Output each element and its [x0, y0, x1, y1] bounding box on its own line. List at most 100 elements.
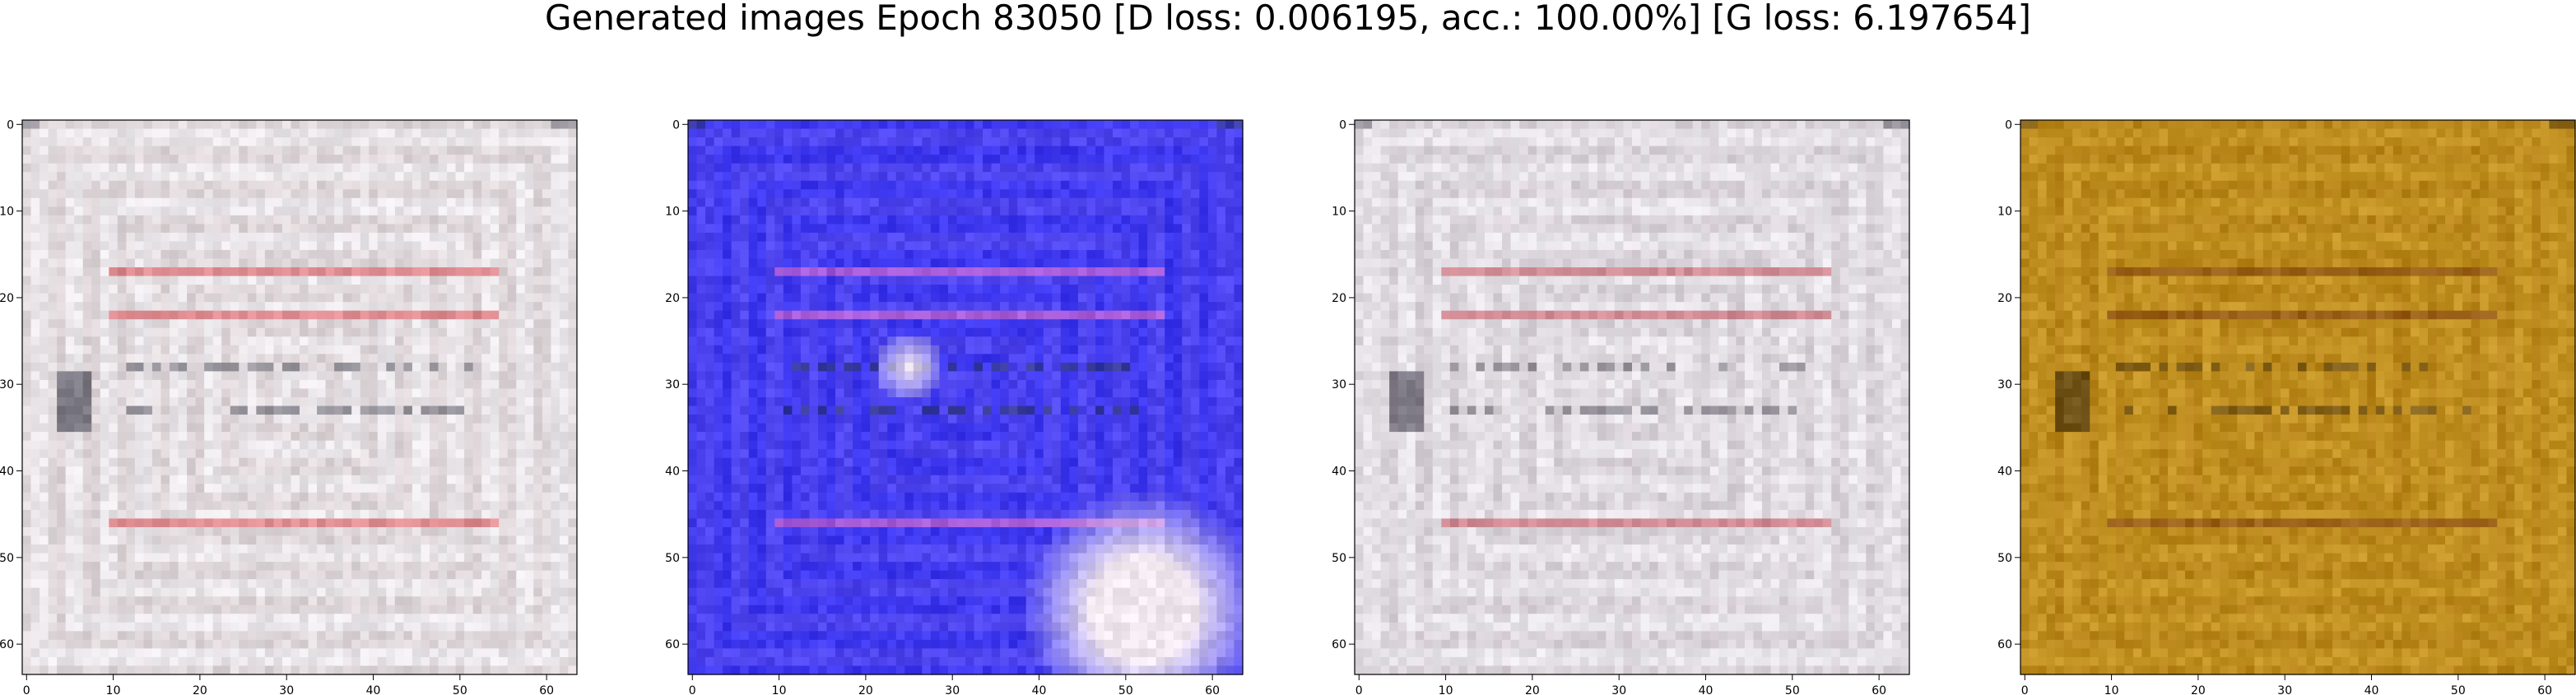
image-pixel — [499, 484, 509, 493]
image-pixel — [369, 596, 379, 606]
image-pixel — [861, 146, 871, 155]
image-pixel — [195, 415, 205, 424]
image-pixel — [91, 553, 101, 563]
image-pixel — [291, 327, 300, 337]
image-pixel — [100, 457, 109, 467]
image-pixel — [65, 241, 75, 251]
image-pixel — [300, 535, 309, 545]
image-pixel — [723, 163, 732, 173]
image-pixel — [170, 596, 179, 606]
image-pixel — [40, 163, 49, 173]
image-pixel — [187, 371, 197, 381]
image-pixel — [464, 553, 474, 563]
image-pixel — [160, 492, 170, 502]
image-pixel — [360, 302, 370, 312]
image-pixel — [264, 155, 275, 164]
image-pixel — [551, 371, 560, 381]
image-pixel — [342, 249, 352, 260]
image-pixel — [160, 232, 170, 243]
image-pixel — [30, 319, 40, 329]
image-pixel — [559, 224, 570, 234]
image-pixel — [178, 336, 188, 346]
image-pixel — [151, 137, 162, 147]
image-pixel — [464, 432, 474, 442]
image-pixel — [239, 128, 249, 138]
image-pixel — [974, 128, 983, 138]
image-pixel — [325, 285, 335, 294]
image-pixel — [100, 172, 109, 182]
image-pixel — [386, 327, 396, 337]
image-pixel — [247, 146, 257, 155]
image-pixel — [826, 137, 836, 147]
image-pixel — [256, 379, 266, 390]
image-pixel — [160, 371, 170, 381]
image-pixel — [48, 492, 58, 502]
image-pixel — [455, 405, 465, 415]
image-pixel — [273, 362, 283, 373]
image-pixel — [438, 449, 448, 459]
image-pixel — [65, 553, 75, 563]
image-pixel — [178, 354, 188, 364]
image-pixel — [1043, 206, 1053, 216]
image-pixel — [160, 172, 170, 182]
image-pixel — [369, 405, 379, 415]
image-pixel — [91, 267, 101, 277]
image-pixel — [472, 267, 482, 277]
image-pixel — [861, 120, 871, 130]
image-pixel — [1035, 206, 1044, 216]
image-pixel — [481, 128, 491, 138]
image-pixel — [947, 232, 958, 243]
image-pixel — [178, 215, 188, 225]
image-pixel — [40, 415, 49, 424]
image-pixel — [178, 379, 188, 390]
image-pixel — [195, 215, 205, 225]
image-pixel — [65, 397, 75, 407]
image-pixel — [273, 432, 283, 442]
image-pixel — [421, 354, 430, 364]
image-pixel — [887, 232, 897, 243]
image-pixel — [117, 484, 127, 493]
image-pixel — [117, 206, 127, 216]
image-pixel — [1095, 206, 1105, 216]
image-pixel — [878, 232, 888, 243]
image-pixel — [991, 128, 1001, 138]
image-pixel — [204, 163, 214, 173]
image-pixel — [65, 501, 75, 511]
image-pixel — [57, 423, 67, 433]
image-pixel — [57, 544, 67, 554]
image-pixel — [421, 475, 430, 484]
image-pixel — [714, 180, 723, 190]
image-pixel — [100, 137, 109, 147]
image-pixel — [212, 605, 222, 614]
image-pixel — [351, 622, 361, 632]
image-pixel — [696, 215, 706, 225]
image-pixel — [369, 224, 379, 234]
image-pixel — [447, 526, 457, 537]
image-pixel — [930, 128, 941, 138]
image-pixel — [134, 648, 145, 658]
image-pixel — [40, 267, 49, 277]
image-pixel — [264, 570, 275, 580]
image-pixel — [100, 241, 109, 251]
image-pixel — [239, 423, 249, 433]
image-pixel — [464, 249, 474, 260]
image-pixel — [126, 232, 136, 243]
image-pixel — [464, 362, 474, 373]
image-pixel — [481, 501, 491, 511]
image-pixel — [117, 579, 127, 589]
image-pixel — [30, 310, 40, 320]
image-pixel — [1069, 172, 1079, 182]
image-pixel — [551, 614, 560, 623]
image-pixel — [57, 622, 67, 632]
image-pixel — [239, 648, 249, 658]
image-pixel — [421, 466, 430, 476]
image-pixel — [170, 553, 179, 563]
image-pixel — [65, 302, 75, 312]
image-pixel — [221, 648, 231, 658]
image-pixel — [134, 397, 145, 407]
image-pixel — [22, 509, 32, 520]
image-pixel — [429, 345, 439, 354]
image-pixel — [342, 484, 352, 493]
image-pixel — [1077, 224, 1088, 234]
image-pixel — [844, 224, 853, 234]
